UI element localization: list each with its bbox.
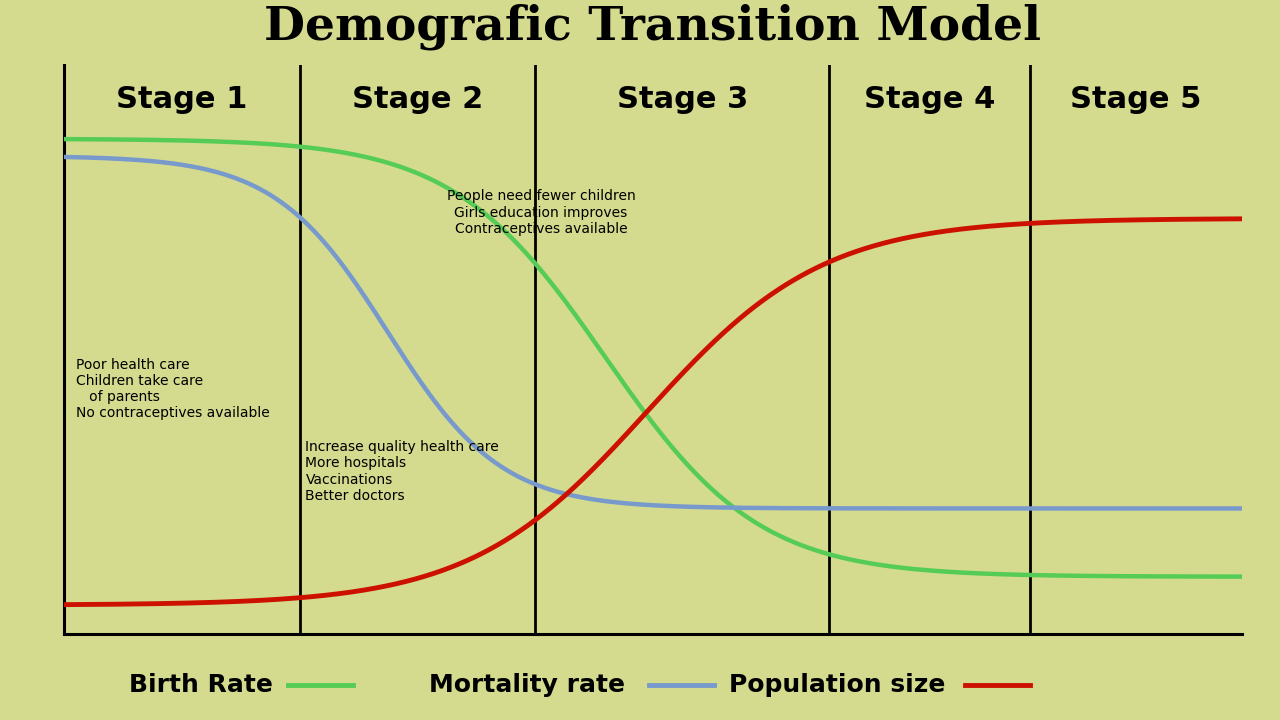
Text: Stage 2: Stage 2 — [352, 85, 483, 114]
Text: Mortality rate: Mortality rate — [429, 672, 625, 697]
Text: Increase quality health care
More hospitals
Vaccinations
Better doctors: Increase quality health care More hospit… — [306, 440, 499, 503]
Text: Stage 4: Stage 4 — [864, 85, 996, 114]
Title: Demografic Transition Model: Demografic Transition Model — [264, 4, 1042, 50]
Text: People need fewer children
Girls education improves
Contraceptives available: People need fewer children Girls educati… — [447, 189, 635, 236]
Text: Birth Rate: Birth Rate — [129, 672, 273, 697]
Text: Poor health care
Children take care
   of parents
No contraceptives available: Poor health care Children take care of p… — [76, 358, 270, 420]
Text: Stage 1: Stage 1 — [116, 85, 247, 114]
Text: Population size: Population size — [730, 672, 946, 697]
Text: Stage 5: Stage 5 — [1070, 85, 1202, 114]
Text: Stage 3: Stage 3 — [617, 85, 748, 114]
